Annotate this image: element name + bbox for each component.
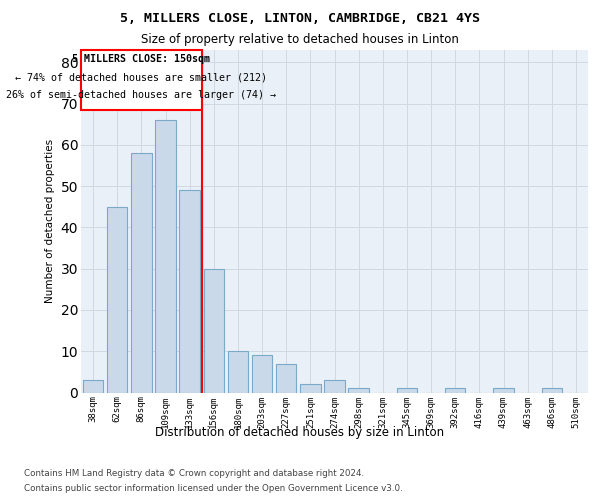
Bar <box>349 388 369 392</box>
Text: 5, MILLERS CLOSE, LINTON, CAMBRIDGE, CB21 4YS: 5, MILLERS CLOSE, LINTON, CAMBRIDGE, CB2… <box>120 12 480 26</box>
FancyBboxPatch shape <box>81 50 202 110</box>
Bar <box>83 380 103 392</box>
Bar <box>227 351 248 393</box>
Bar <box>276 364 296 392</box>
Text: Contains HM Land Registry data © Crown copyright and database right 2024.: Contains HM Land Registry data © Crown c… <box>24 469 364 478</box>
Bar <box>542 388 562 392</box>
Bar <box>324 380 345 392</box>
Y-axis label: Number of detached properties: Number of detached properties <box>45 139 55 304</box>
Text: 5 MILLERS CLOSE: 150sqm: 5 MILLERS CLOSE: 150sqm <box>73 54 211 64</box>
Text: ← 74% of detached houses are smaller (212): ← 74% of detached houses are smaller (21… <box>16 72 268 82</box>
Bar <box>252 356 272 393</box>
Bar <box>493 388 514 392</box>
Bar <box>300 384 320 392</box>
Bar <box>397 388 417 392</box>
Bar <box>445 388 466 392</box>
Text: Contains public sector information licensed under the Open Government Licence v3: Contains public sector information licen… <box>24 484 403 493</box>
Bar <box>155 120 176 392</box>
Bar <box>179 190 200 392</box>
Text: 26% of semi-detached houses are larger (74) →: 26% of semi-detached houses are larger (… <box>7 90 277 100</box>
Bar <box>107 207 127 392</box>
Bar <box>131 153 152 392</box>
Text: Size of property relative to detached houses in Linton: Size of property relative to detached ho… <box>141 32 459 46</box>
Text: Distribution of detached houses by size in Linton: Distribution of detached houses by size … <box>155 426 445 439</box>
Bar <box>203 268 224 392</box>
